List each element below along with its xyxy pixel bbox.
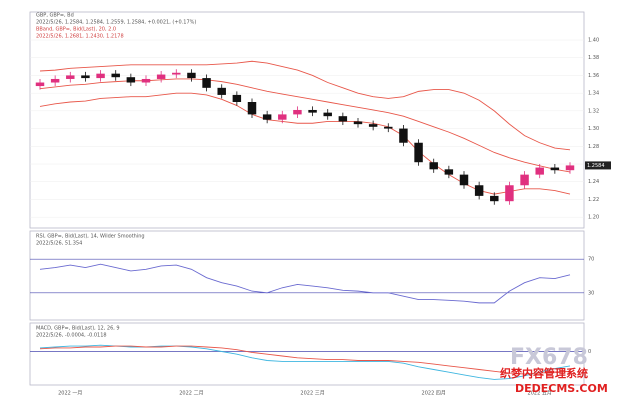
watermark-site: DEDECMS.COM bbox=[515, 382, 608, 395]
candle-body bbox=[368, 124, 378, 127]
series-line bbox=[39, 60, 571, 151]
macd-panel bbox=[29, 322, 585, 386]
macd-title: MACD, GBP=, Bid(Last), 12, 26, 9 bbox=[36, 326, 120, 332]
candle-body bbox=[474, 185, 484, 196]
x-tick-label: 2022 五月 bbox=[528, 391, 552, 397]
candle-body bbox=[505, 185, 514, 202]
rsi-title: RSI, GBP=, Bid(Last), 14, Wilder Smoothi… bbox=[36, 234, 145, 240]
y-tick-label: 30 bbox=[588, 290, 594, 296]
candle-body bbox=[81, 75, 90, 79]
x-tick-label: 2022 二月 bbox=[179, 391, 203, 397]
y-tick-label: 70 bbox=[588, 257, 594, 263]
candle-body bbox=[384, 126, 393, 129]
candle-body bbox=[217, 87, 226, 95]
candle-body bbox=[550, 167, 560, 171]
candle-body bbox=[565, 165, 575, 171]
candle-body bbox=[96, 73, 105, 79]
candle-body bbox=[50, 78, 60, 83]
last-price-label: 1.2584 bbox=[587, 163, 605, 169]
candle-body bbox=[444, 169, 454, 175]
last-price-box bbox=[585, 161, 611, 170]
y-tick-label: 0 bbox=[588, 349, 591, 355]
x-tick-label: 2022 一月 bbox=[58, 391, 82, 397]
y-tick-label: 1.34 bbox=[588, 91, 599, 97]
candle-body bbox=[232, 94, 242, 102]
candle-body bbox=[111, 73, 120, 78]
candle-body bbox=[414, 142, 423, 163]
x-tick-label: 2022 四月 bbox=[422, 391, 446, 397]
series-line bbox=[39, 263, 571, 304]
candle-body bbox=[156, 74, 166, 79]
candle-body bbox=[247, 102, 257, 115]
candle-body bbox=[66, 75, 75, 79]
y-tick-label: 1.28 bbox=[588, 144, 599, 150]
watermark-brand: FX678 bbox=[510, 345, 588, 370]
plot: 1.201.221.241.261.281.301.321.341.361.38… bbox=[30, 38, 611, 397]
y-tick-label: 1.36 bbox=[588, 73, 599, 79]
candle-body bbox=[35, 82, 45, 87]
candle-body bbox=[459, 174, 469, 186]
price-subtitle: 2022/5/26, 1.2584, 1.2584, 1.2559, 1.258… bbox=[36, 20, 196, 26]
price-title: GBP, GBP=, Bd bbox=[36, 13, 74, 19]
candle-body bbox=[187, 72, 196, 79]
macd-subtitle: 2022/5/26, -0.0004, -0.0118 bbox=[36, 333, 107, 339]
price-panel bbox=[29, 11, 585, 229]
rsi-panel bbox=[29, 230, 585, 321]
candle-body bbox=[141, 78, 151, 83]
x-tick-label: 2022 三月 bbox=[300, 391, 324, 397]
candle-body bbox=[172, 72, 181, 75]
y-tick-label: 1.20 bbox=[588, 215, 599, 221]
candle-body bbox=[278, 114, 287, 120]
y-tick-label: 1.24 bbox=[588, 179, 599, 185]
series-line bbox=[39, 344, 571, 380]
candle-body bbox=[399, 128, 408, 143]
watermark-cn: 织梦内容管理系统 bbox=[500, 366, 588, 380]
candle-body bbox=[338, 116, 348, 122]
candle-body bbox=[293, 109, 302, 115]
y-tick-label: 1.32 bbox=[588, 108, 599, 114]
candle-body bbox=[429, 162, 438, 170]
y-tick-label: 1.40 bbox=[588, 38, 599, 44]
candle-body bbox=[202, 78, 211, 88]
candle-body bbox=[323, 112, 332, 117]
candle-body bbox=[490, 195, 499, 202]
candle-body bbox=[535, 167, 544, 175]
y-tick-label: 1.30 bbox=[588, 126, 599, 132]
y-tick-label: 1.38 bbox=[588, 55, 599, 61]
rsi-subtitle: 2022/5/26, 51.354 bbox=[36, 241, 82, 247]
candle-body bbox=[353, 121, 363, 125]
candle-body bbox=[308, 109, 317, 113]
band-subtitle: 2022/5/26, 1.2681, 1.2430, 1.2178 bbox=[36, 34, 124, 40]
band-title: BBand, GBP=, Bid(Last), 20, 2.0 bbox=[36, 27, 116, 33]
candle-body bbox=[262, 114, 272, 120]
series-line bbox=[39, 345, 571, 375]
candle-body bbox=[126, 77, 136, 83]
candle-body bbox=[520, 174, 529, 186]
y-tick-label: 1.22 bbox=[588, 197, 599, 203]
